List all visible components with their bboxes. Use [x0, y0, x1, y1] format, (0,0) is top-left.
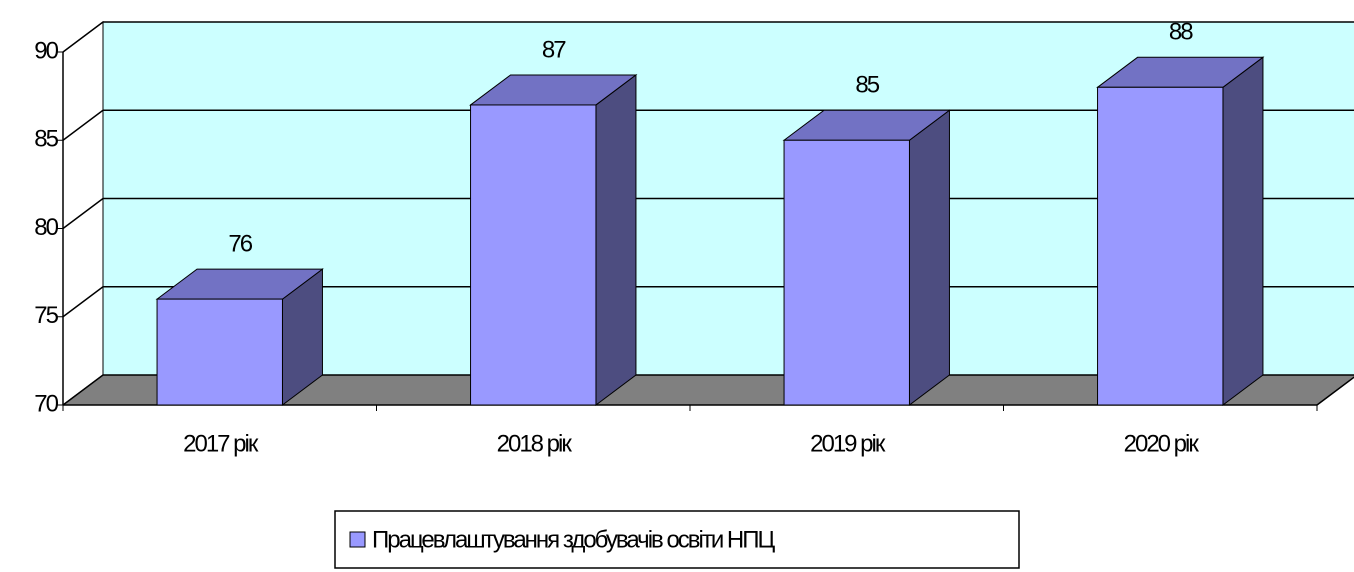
data-label: 87: [542, 36, 566, 63]
legend-label: Працевлаштування здобувачів освіти НПЦ: [372, 526, 776, 553]
data-label: 76: [228, 230, 252, 257]
x-tick-label: 2020 рік: [1124, 430, 1200, 457]
data-label: 88: [1169, 19, 1193, 46]
legend-swatch: [349, 531, 366, 548]
y-tick-label: 70: [34, 390, 58, 417]
bar: [155, 268, 324, 406]
legend-box: [334, 510, 1020, 569]
y-tick-label: 85: [34, 126, 58, 153]
bar-front: [470, 104, 597, 406]
grid-line: [62, 21, 1354, 53]
bar: [782, 109, 951, 406]
bar-front: [783, 139, 910, 406]
y-tick-label: 90: [34, 37, 58, 64]
x-tick-label: 2017 рік: [183, 430, 259, 457]
data-label: 85: [855, 72, 879, 99]
bar: [1096, 56, 1265, 406]
y-tick-label: 80: [34, 214, 58, 241]
y-tick-label: 75: [34, 302, 58, 329]
bar-front: [1097, 86, 1224, 406]
bar-side: [1222, 56, 1264, 406]
x-tick-label: 2019 рік: [810, 430, 886, 457]
x-tick-label: 2018 рік: [497, 430, 573, 457]
bar-side: [908, 109, 950, 406]
bar-front: [156, 298, 283, 406]
bar-side: [595, 73, 637, 406]
floor-edge: [1316, 376, 1354, 406]
bar: [469, 73, 638, 406]
